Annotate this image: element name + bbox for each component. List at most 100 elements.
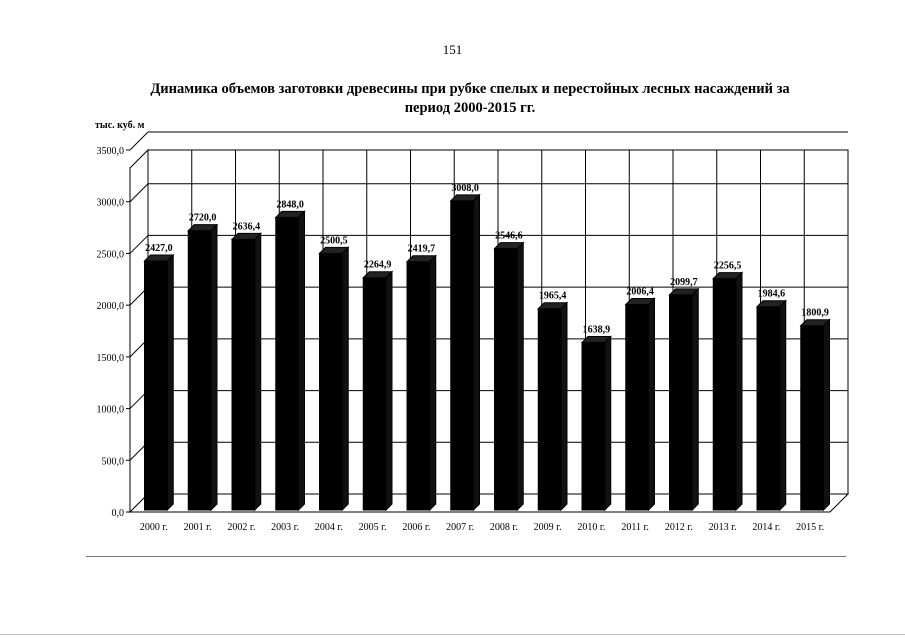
bar: 2546,6 bbox=[493, 231, 525, 512]
x-tick-label: 2007 г. bbox=[446, 522, 474, 533]
gridline-depth bbox=[129, 131, 149, 151]
x-tick-label: 2012 г. bbox=[665, 522, 693, 533]
bar: 2636,4 bbox=[230, 221, 262, 512]
bar-data-label: 2419,7 bbox=[408, 244, 436, 255]
bar-data-label: 2546,6 bbox=[495, 231, 523, 242]
bar-data-label: 2006,4 bbox=[626, 286, 654, 297]
x-tick-label: 2001 г. bbox=[184, 522, 212, 533]
bar-data-label: 2500,5 bbox=[320, 235, 348, 246]
bar-side bbox=[779, 299, 787, 512]
bar-front bbox=[275, 216, 299, 511]
y-tick-label: 1500,0 bbox=[97, 353, 125, 364]
bar: 2256,5 bbox=[712, 261, 744, 512]
bar: 2006,4 bbox=[624, 286, 656, 512]
bar-front bbox=[319, 252, 343, 511]
bar: 2264,9 bbox=[362, 260, 394, 512]
x-tick-label: 2008 г. bbox=[490, 522, 518, 533]
bar-front bbox=[800, 325, 824, 511]
bar: 2419,7 bbox=[405, 244, 437, 512]
bar-front bbox=[712, 278, 737, 511]
x-tick-label: 2005 г. bbox=[359, 522, 387, 533]
y-axis-ticks: 0,0 500,0 1000,0 1500,0 2000,0 2500,0 3000,0 35… bbox=[97, 146, 131, 519]
y-tick-label: 2500,0 bbox=[97, 249, 125, 260]
bar-side bbox=[473, 193, 480, 512]
x-tick-label: 2006 г. bbox=[402, 522, 430, 533]
bar-side bbox=[385, 270, 393, 512]
bar-front bbox=[494, 248, 518, 511]
footer-rule bbox=[0, 634, 905, 635]
bar-data-label: 1638,9 bbox=[583, 324, 611, 335]
bar-data-label: 1984,6 bbox=[758, 289, 786, 300]
bar-front bbox=[450, 200, 474, 511]
bar: 2427,0 bbox=[143, 243, 175, 512]
chart-title: Динамика объемов заготовки древесины при… bbox=[150, 81, 790, 116]
bar-side bbox=[166, 253, 174, 512]
x-tick-label: 2015 г. bbox=[796, 522, 824, 533]
bar-front bbox=[625, 303, 649, 511]
bar: 1638,9 bbox=[580, 324, 612, 512]
bar-side bbox=[254, 232, 262, 512]
bar: 1965,4 bbox=[537, 291, 569, 512]
y-tick-label: 2000,0 bbox=[97, 301, 125, 312]
x-tick-label: 2002 г. bbox=[227, 522, 255, 533]
bar: 2500,5 bbox=[318, 235, 350, 512]
bar-front bbox=[187, 230, 212, 511]
bar-front bbox=[406, 261, 431, 511]
bar-data-label: 2256,5 bbox=[714, 261, 742, 272]
y-axis-unit-label: тыс. куб. м bbox=[95, 120, 145, 131]
x-tick-label: 2004 г. bbox=[315, 522, 343, 533]
page-number: 151 bbox=[442, 42, 463, 57]
bar-side bbox=[298, 210, 305, 512]
x-tick-label: 2009 г. bbox=[534, 522, 562, 533]
x-axis-ticks: 2000 г. 2001 г. 2002 г. 2003 г. 2004 г. 2005 … bbox=[140, 522, 824, 533]
bar-side bbox=[604, 335, 612, 512]
bar-front bbox=[537, 308, 562, 511]
x-tick-label: 2003 г. bbox=[271, 522, 299, 533]
x-tick-label: 2010 г. bbox=[577, 522, 605, 533]
bottom-rule bbox=[86, 556, 846, 557]
bar-data-label: 3008,0 bbox=[451, 183, 479, 194]
bar: 1984,6 bbox=[755, 289, 787, 512]
bar-side bbox=[691, 287, 699, 512]
bar-side bbox=[823, 318, 830, 512]
bar-data-label: 2264,9 bbox=[364, 260, 392, 271]
x-tick-label: 2011 г. bbox=[621, 522, 649, 533]
y-tick-label: 3500,0 bbox=[97, 146, 125, 157]
bar-side bbox=[648, 297, 655, 512]
bar-side bbox=[516, 241, 524, 512]
bar: 2848,0 bbox=[274, 199, 306, 512]
y-tick-label: 3000,0 bbox=[97, 198, 125, 209]
y-tick-label: 0,0 bbox=[112, 508, 125, 519]
bar-front bbox=[362, 277, 387, 511]
bar-front bbox=[231, 238, 256, 511]
bar-front bbox=[144, 260, 168, 511]
bar-side bbox=[429, 254, 437, 512]
gridline-depth bbox=[129, 183, 149, 203]
x-tick-label: 2000 г. bbox=[140, 522, 168, 533]
bar-side bbox=[341, 246, 349, 512]
bar-data-label: 2099,7 bbox=[670, 277, 698, 288]
bar-front bbox=[756, 306, 781, 511]
chart-bars: 2427,0 2720,0 2636,4 2848,0 2500,5 2264,9 2419… bbox=[143, 183, 831, 512]
bar-data-label: 2636,4 bbox=[233, 221, 261, 232]
bar: 2099,7 bbox=[668, 277, 700, 512]
bar-data-label: 1800,9 bbox=[801, 308, 829, 319]
y-tick-label: 500,0 bbox=[102, 456, 125, 467]
y-tick-label: 1000,0 bbox=[97, 405, 125, 416]
bar: 3008,0 bbox=[449, 183, 481, 512]
x-tick-label: 2014 г. bbox=[752, 522, 780, 533]
bar-side bbox=[210, 223, 218, 512]
bar-data-label: 2720,0 bbox=[189, 213, 217, 224]
bar-front bbox=[581, 341, 606, 511]
bar-data-label: 2427,0 bbox=[145, 243, 173, 254]
bar: 1800,9 bbox=[799, 308, 831, 512]
bar-data-label: 1965,4 bbox=[539, 291, 567, 302]
bar-side bbox=[560, 301, 568, 512]
x-tick-label: 2013 г. bbox=[709, 522, 737, 533]
bar-side bbox=[735, 271, 743, 512]
bar-front bbox=[669, 294, 693, 511]
gridline-depth bbox=[129, 235, 149, 254]
bar-data-label: 2848,0 bbox=[276, 199, 304, 210]
bar: 2720,0 bbox=[187, 213, 219, 512]
